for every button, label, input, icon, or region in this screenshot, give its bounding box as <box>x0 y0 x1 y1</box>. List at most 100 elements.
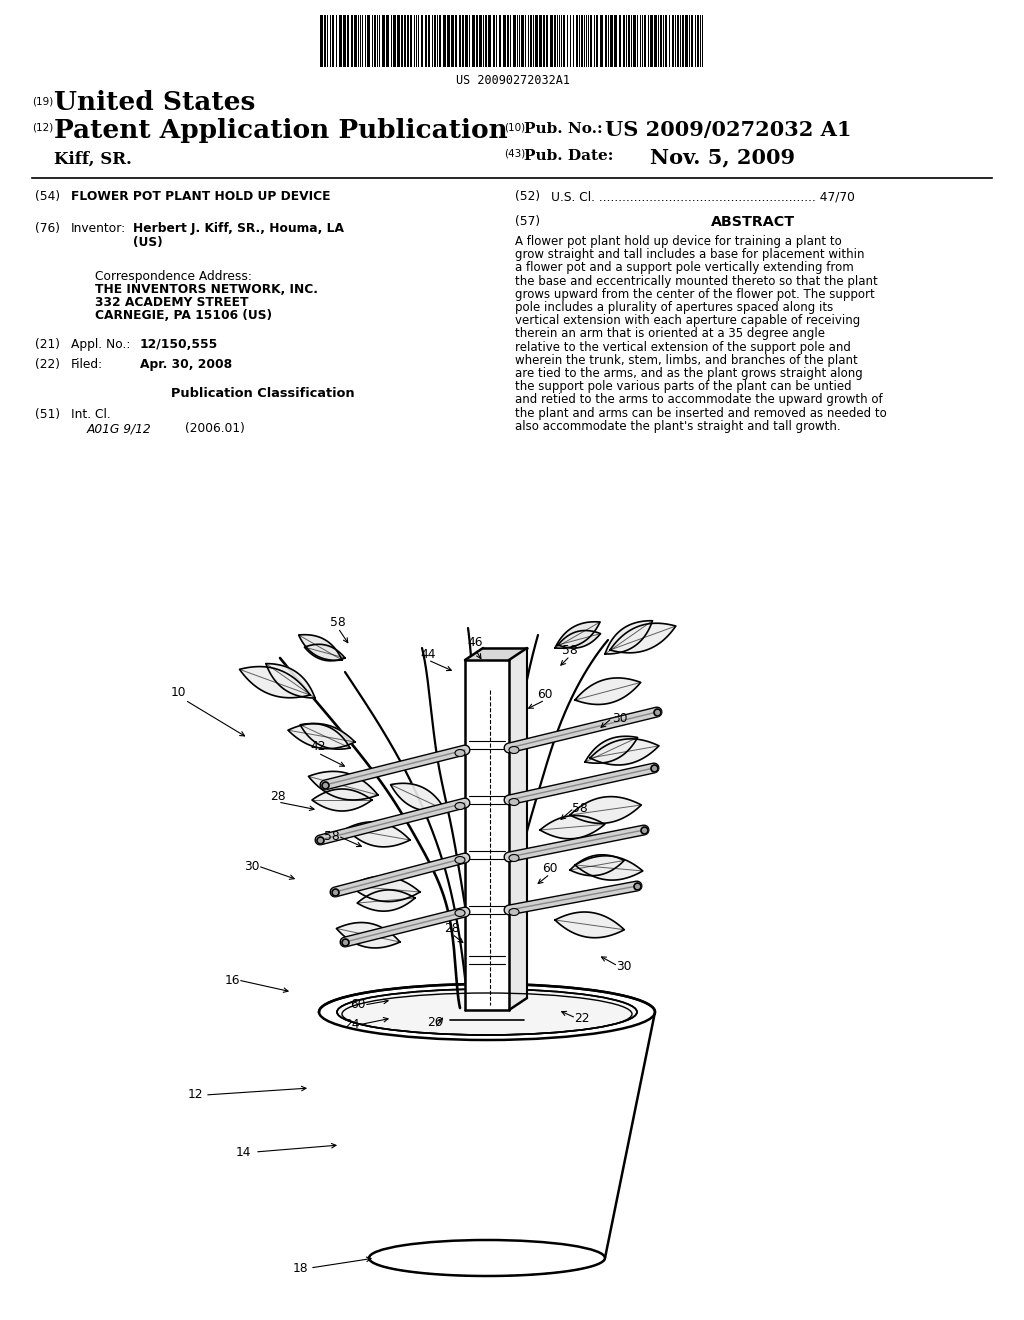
Text: 10: 10 <box>170 685 185 698</box>
Text: relative to the vertical extension of the support pole and: relative to the vertical extension of th… <box>515 341 851 354</box>
Text: the plant and arms can be inserted and removed as needed to: the plant and arms can be inserted and r… <box>515 407 887 420</box>
Text: 18: 18 <box>292 1262 308 1275</box>
Bar <box>472 15 475 67</box>
Text: 46: 46 <box>467 636 482 649</box>
Text: also accommodate the plant's straight and tall growth.: also accommodate the plant's straight an… <box>515 420 841 433</box>
Text: 44: 44 <box>420 648 436 660</box>
Text: are tied to the arms, and as the plant grows straight along: are tied to the arms, and as the plant g… <box>515 367 863 380</box>
Text: (57): (57) <box>515 215 540 228</box>
Text: 28: 28 <box>270 789 286 803</box>
Text: 12/150,555: 12/150,555 <box>140 338 218 351</box>
Bar <box>618 15 621 67</box>
Text: the base and eccentrically mounted thereto so that the plant: the base and eccentrically mounted there… <box>515 275 878 288</box>
Bar <box>672 15 674 67</box>
Bar <box>623 15 625 67</box>
Text: US 20090272032A1: US 20090272032A1 <box>456 74 569 87</box>
Polygon shape <box>585 737 638 763</box>
Ellipse shape <box>509 747 519 754</box>
Bar <box>610 15 613 67</box>
Text: Filed:: Filed: <box>71 358 103 371</box>
Text: Int. Cl.: Int. Cl. <box>71 408 111 421</box>
Bar <box>614 15 617 67</box>
Text: Patent Application Publication: Patent Application Publication <box>54 117 508 143</box>
Polygon shape <box>312 789 372 810</box>
Bar <box>575 15 578 67</box>
Text: 60: 60 <box>538 688 553 701</box>
Polygon shape <box>570 797 641 824</box>
Polygon shape <box>288 723 355 748</box>
Bar <box>513 15 516 67</box>
Bar <box>539 15 542 67</box>
Bar <box>600 15 603 67</box>
Text: Correspondence Address:: Correspondence Address: <box>95 271 252 282</box>
Text: therein an arm that is oriented at a 35 degree angle: therein an arm that is oriented at a 35 … <box>515 327 825 341</box>
Bar <box>386 15 389 67</box>
Bar <box>590 15 592 67</box>
Bar <box>434 15 436 67</box>
Text: (51): (51) <box>35 408 60 421</box>
Bar <box>367 15 370 67</box>
Bar <box>439 15 441 67</box>
Bar <box>443 15 446 67</box>
Bar <box>393 15 396 67</box>
Text: (2006.01): (2006.01) <box>185 422 245 436</box>
Ellipse shape <box>455 803 465 809</box>
Text: 26: 26 <box>427 1015 442 1028</box>
Bar <box>488 15 490 67</box>
Bar <box>691 15 693 67</box>
Text: Appl. No.:: Appl. No.: <box>71 338 130 351</box>
Bar <box>347 15 349 67</box>
Bar <box>447 15 450 67</box>
Text: 22: 22 <box>574 1011 590 1024</box>
Bar <box>628 15 630 67</box>
Text: Inventor:: Inventor: <box>71 222 126 235</box>
Polygon shape <box>610 623 676 653</box>
Text: A flower pot plant hold up device for training a plant to: A flower pot plant hold up device for tr… <box>515 235 842 248</box>
Text: Pub. No.:: Pub. No.: <box>524 121 603 136</box>
Text: (12): (12) <box>32 121 53 132</box>
Bar <box>535 15 538 67</box>
Text: vertical extension with each aperture capable of receiving: vertical extension with each aperture ca… <box>515 314 860 327</box>
Bar <box>397 15 400 67</box>
Polygon shape <box>390 783 445 812</box>
Polygon shape <box>555 622 600 648</box>
Text: (52): (52) <box>515 190 540 203</box>
Text: a flower pot and a support pole vertically extending from: a flower pot and a support pole vertical… <box>515 261 854 275</box>
Bar <box>401 15 403 67</box>
Bar <box>410 15 412 67</box>
Text: the support pole various parts of the plant can be untied: the support pole various parts of the pl… <box>515 380 852 393</box>
Bar <box>644 15 646 67</box>
Bar <box>530 15 532 67</box>
Ellipse shape <box>337 989 637 1035</box>
Bar <box>425 15 427 67</box>
Text: (10): (10) <box>504 121 525 132</box>
Text: 30: 30 <box>612 711 628 725</box>
Polygon shape <box>509 648 527 1010</box>
Bar <box>459 15 461 67</box>
Bar <box>339 15 342 67</box>
Text: 60: 60 <box>350 998 366 1011</box>
Text: (76): (76) <box>35 222 60 235</box>
Bar <box>550 15 553 67</box>
Text: 58: 58 <box>330 615 346 628</box>
Bar <box>581 15 583 67</box>
Text: 58: 58 <box>562 644 578 656</box>
Polygon shape <box>575 855 643 880</box>
Bar <box>374 15 376 67</box>
Text: (21): (21) <box>35 338 60 351</box>
Text: (54): (54) <box>35 190 60 203</box>
Bar <box>499 15 501 67</box>
Polygon shape <box>299 635 342 660</box>
Text: THE INVENTORS NETWORK, INC.: THE INVENTORS NETWORK, INC. <box>95 282 318 296</box>
Bar <box>404 15 406 67</box>
Ellipse shape <box>509 854 519 862</box>
Bar <box>319 15 323 67</box>
Polygon shape <box>319 983 655 1276</box>
Bar <box>677 15 679 67</box>
Polygon shape <box>240 667 310 698</box>
Text: 16: 16 <box>224 974 240 986</box>
Polygon shape <box>555 912 625 937</box>
Polygon shape <box>350 876 420 902</box>
Text: United States: United States <box>54 90 255 115</box>
Text: wherein the trunk, stem, limbs, and branches of the plant: wherein the trunk, stem, limbs, and bran… <box>515 354 858 367</box>
